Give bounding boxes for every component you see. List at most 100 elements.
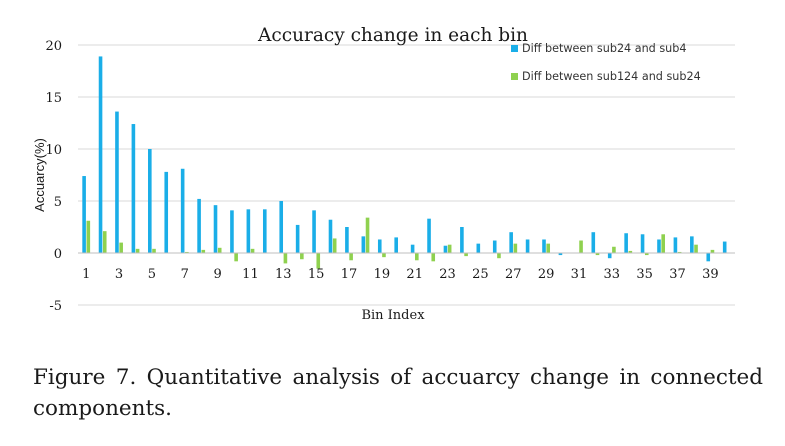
bar-series-1-bin-21 [410, 244, 415, 253]
bar-series-2-bin-13 [283, 253, 288, 264]
bar-series-1-bin-6 [164, 171, 169, 253]
y-tick-label: 20 [45, 39, 62, 54]
bar-series-1-bin-5 [148, 149, 152, 253]
bar-series-2-bin-22 [431, 253, 436, 262]
x-tick-label: 25 [472, 267, 489, 282]
bar-series-1-bin-3 [115, 111, 119, 253]
bar-series-1-bin-10 [230, 210, 234, 253]
bar-series-1-bin-17 [345, 227, 349, 253]
bar-series-1-bin-35 [640, 234, 645, 253]
legend-swatch-series-1 [511, 45, 518, 52]
y-tick-label: 10 [45, 143, 62, 158]
bar-series-2-bin-5 [152, 248, 156, 253]
bar-series-1-bin-1 [82, 176, 86, 253]
bar-series-2-bin-31 [579, 240, 583, 253]
bar-series-1-bin-30 [558, 253, 563, 256]
x-tick-label: 11 [242, 267, 259, 282]
bar-series-1-bin-33 [607, 253, 612, 259]
x-tick-label: 27 [505, 267, 522, 282]
bar-series-1-bin-34 [624, 233, 628, 253]
x-tick-label: 7 [181, 267, 189, 282]
bar-series-2-bin-18 [365, 217, 370, 253]
bar-series-1-bin-11 [246, 209, 251, 253]
y-axis-ticks: -5 0 5 10 15 20 [45, 39, 62, 314]
bar-series-1-bin-29 [542, 239, 546, 253]
bar-series-2-bin-35 [644, 253, 649, 256]
bar-series-1-bin-9 [213, 205, 218, 253]
bar-series-1-bin-2 [98, 56, 103, 253]
x-tick-label: 23 [439, 267, 456, 282]
x-tick-label: 13 [275, 267, 292, 282]
y-tick-label: 5 [54, 195, 62, 210]
chart-title: Accuracy change in each bin [257, 25, 528, 46]
bar-series-1-bin-16 [328, 219, 333, 253]
bar-series-1-bin-36 [657, 239, 661, 253]
bar-series-2-bin-9 [217, 247, 222, 253]
legend: Diff between sub24 and sub4 Diff between… [511, 42, 701, 83]
bars [82, 56, 727, 269]
x-tick-label: 1 [82, 267, 90, 282]
x-tick-label: 5 [148, 267, 156, 282]
x-tick-label: 19 [374, 267, 391, 282]
y-tick-label: 15 [45, 91, 62, 106]
bar-series-2-bin-27 [513, 243, 518, 253]
bar-series-2-bin-17 [349, 253, 353, 261]
bar-series-1-bin-26 [492, 240, 497, 253]
gridlines [78, 44, 735, 306]
bar-series-2-bin-29 [546, 243, 551, 253]
bar-series-2-bin-36 [661, 234, 665, 253]
x-axis-ticks: 1 3 5 7 9 11 13 15 17 19 21 23 25 27 29 31 33 35 37 39 [82, 267, 719, 282]
bar-series-2-bin-16 [332, 238, 337, 253]
x-tick-label: 33 [604, 267, 621, 282]
bar-series-1-bin-24 [460, 227, 464, 253]
bar-series-1-bin-20 [394, 237, 398, 253]
bar-series-2-bin-34 [628, 250, 633, 253]
y-tick-label: -5 [49, 299, 62, 314]
bar-series-1-bin-40 [722, 241, 727, 253]
bar-series-2-bin-33 [612, 246, 616, 253]
bar-series-1-bin-28 [525, 239, 530, 253]
bar-series-1-bin-38 [690, 236, 694, 253]
x-tick-label: 29 [538, 267, 555, 282]
bar-series-2-bin-21 [415, 253, 419, 261]
bar-series-2-bin-32 [595, 253, 600, 256]
bar-series-1-bin-7 [180, 168, 185, 253]
x-tick-label: 15 [308, 267, 325, 282]
x-tick-label: 21 [406, 267, 423, 282]
bar-series-2-bin-19 [382, 253, 386, 258]
bar-series-1-bin-12 [262, 209, 267, 253]
x-tick-label: 9 [213, 267, 221, 282]
bar-series-1-bin-23 [443, 245, 448, 253]
bar-series-2-bin-38 [694, 244, 698, 253]
bar-series-2-bin-3 [119, 242, 123, 253]
bar-series-2-bin-11 [250, 248, 255, 253]
bar-series-1-bin-37 [673, 237, 678, 253]
x-axis-label: Bin Index [361, 308, 425, 323]
x-tick-label: 35 [636, 267, 653, 282]
bar-series-2-bin-15 [316, 253, 321, 269]
legend-swatch-series-2 [511, 73, 518, 80]
y-axis-label: Accuarcy(%) [32, 138, 47, 212]
bar-series-2-bin-14 [300, 253, 304, 260]
bar-series-2-bin-23 [447, 244, 452, 253]
bar-series-2-bin-39 [710, 249, 715, 253]
bar-series-2-bin-37 [677, 251, 682, 253]
bar-series-1-bin-27 [509, 232, 513, 253]
bar-series-1-bin-22 [427, 218, 431, 253]
bar-series-2-bin-7 [185, 251, 189, 253]
x-tick-label: 31 [571, 267, 588, 282]
bar-series-2-bin-8 [201, 249, 206, 253]
bar-series-1-bin-8 [197, 198, 201, 253]
bar-series-2-bin-2 [102, 231, 107, 253]
bar-series-2-bin-26 [497, 253, 501, 259]
bar-series-1-bin-14 [295, 224, 300, 253]
x-tick-label: 3 [115, 267, 123, 282]
bar-series-1-bin-4 [131, 124, 136, 253]
bar-series-2-bin-24 [464, 253, 468, 257]
bar-series-1-bin-13 [279, 201, 284, 253]
bar-series-1-bin-32 [591, 232, 596, 253]
x-tick-label: 39 [702, 267, 719, 282]
x-tick-label: 37 [669, 267, 686, 282]
bar-series-1-bin-19 [377, 239, 382, 253]
